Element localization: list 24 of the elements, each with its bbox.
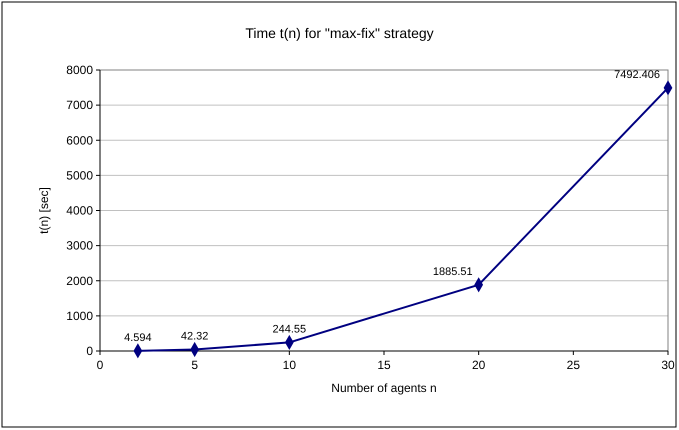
- x-tick-label: 5: [191, 358, 198, 372]
- chart-title: Time t(n) for "max-fix" strategy: [245, 25, 434, 41]
- x-tick-label: 30: [661, 358, 675, 372]
- y-tick-label: 7000: [66, 98, 94, 112]
- y-tick-label: 3000: [66, 238, 94, 253]
- data-label: 1885.51: [432, 266, 473, 278]
- y-tick-label: 0: [86, 344, 94, 358]
- x-axis-title: Number of agents n: [331, 381, 437, 395]
- y-tick-label: 6000: [66, 133, 94, 148]
- data-label: 7492.406: [614, 68, 660, 81]
- x-tick-label: 15: [377, 358, 391, 372]
- data-label: 244.55: [272, 323, 306, 336]
- y-tick-label: 2000: [66, 274, 94, 288]
- y-tick-label: 5000: [66, 168, 94, 182]
- x-tick-label: 10: [282, 358, 296, 372]
- x-tick-label: 0: [96, 358, 104, 372]
- y-tick-label: 1000: [66, 308, 94, 323]
- x-tick-label: 25: [566, 358, 580, 372]
- data-label: 4.594: [124, 332, 152, 344]
- data-label: 42.32: [180, 330, 208, 343]
- y-tick-label: 8000: [66, 63, 94, 77]
- x-tick-label: 20: [472, 358, 486, 372]
- y-tick-label: 4000: [66, 204, 94, 218]
- y-axis-title: t(n) [sec]: [37, 187, 51, 234]
